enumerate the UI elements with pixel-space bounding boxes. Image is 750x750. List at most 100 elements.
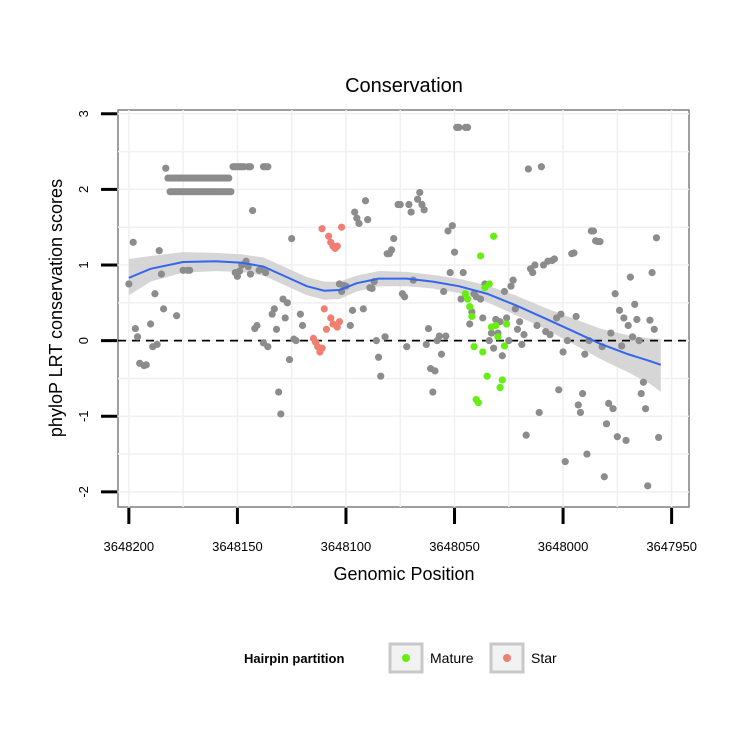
point-other <box>624 321 632 330</box>
point-other <box>186 266 194 274</box>
point-other <box>264 163 272 171</box>
x-axis-title: Genomic Position <box>333 564 474 584</box>
point-other <box>570 249 578 257</box>
point-other <box>364 216 372 224</box>
point-other <box>600 473 608 481</box>
point-other <box>655 433 663 442</box>
point-other <box>288 234 296 243</box>
point-other <box>400 293 409 301</box>
point-star <box>309 334 317 342</box>
point-other <box>579 389 587 398</box>
point-other <box>500 287 509 296</box>
point-other <box>153 340 161 349</box>
point-other <box>450 248 459 256</box>
point-other <box>524 165 532 173</box>
point-other <box>618 342 626 350</box>
point-other <box>572 312 580 321</box>
point-mature <box>492 321 500 330</box>
point-other <box>609 405 617 413</box>
point-other <box>444 227 452 235</box>
legend-swatch-mature <box>402 654 410 662</box>
point-other <box>129 238 137 246</box>
point-other <box>142 361 150 369</box>
point-other <box>420 206 428 214</box>
point-other <box>611 290 619 298</box>
point-star <box>318 225 326 233</box>
point-other <box>487 329 496 337</box>
point-other <box>159 305 168 313</box>
point-other <box>641 405 650 413</box>
point-other <box>424 324 433 333</box>
point-other <box>505 337 513 345</box>
point-mature <box>490 232 498 240</box>
x-tick-label: 3648200 <box>104 539 155 554</box>
point-other <box>613 433 621 441</box>
point-other <box>574 401 582 409</box>
point-other <box>351 208 359 216</box>
point-other <box>581 350 589 358</box>
point-other <box>440 287 448 296</box>
point-other <box>275 388 283 396</box>
chart-title: Conservation <box>345 75 463 97</box>
point-other <box>416 188 424 197</box>
point-star <box>335 318 344 326</box>
point-other <box>151 290 159 298</box>
point-other <box>479 314 487 322</box>
point-other <box>253 321 261 330</box>
point-other <box>157 270 166 278</box>
point-star <box>322 325 331 333</box>
point-other <box>635 337 643 345</box>
point-mature <box>474 399 483 407</box>
point-other <box>374 353 383 361</box>
point-other <box>146 320 155 328</box>
point-other <box>133 333 142 341</box>
point-other <box>555 386 563 394</box>
point-other <box>368 284 376 293</box>
point-other <box>431 367 439 375</box>
point-mature <box>500 342 509 350</box>
legend-title: Hairpin partition <box>244 651 344 666</box>
point-other <box>270 305 278 313</box>
point-mature <box>468 312 476 321</box>
point-other <box>561 458 569 466</box>
point-other <box>405 200 413 209</box>
point-other <box>377 372 385 380</box>
point-other <box>492 315 500 324</box>
point-star <box>333 242 341 250</box>
point-mature <box>476 252 485 260</box>
point-other <box>272 325 281 333</box>
point-other <box>264 343 272 351</box>
point-other <box>596 237 604 246</box>
y-tick-label: 3 <box>76 110 91 117</box>
point-other <box>522 431 530 439</box>
point-other <box>628 333 637 341</box>
point-other <box>131 324 139 333</box>
point-other <box>455 123 463 131</box>
point-other <box>615 306 624 314</box>
y-tick-label: -2 <box>76 486 91 498</box>
point-other <box>429 388 437 396</box>
x-tick-label: 3648050 <box>429 539 480 554</box>
point-other <box>607 329 615 337</box>
point-other <box>646 316 654 324</box>
point-other <box>557 310 565 318</box>
point-other <box>652 234 661 242</box>
point-other <box>503 314 511 322</box>
point-other <box>281 314 289 322</box>
point-other <box>407 208 415 216</box>
point-other <box>361 197 370 205</box>
point-other <box>422 340 430 349</box>
y-tick-label: 0 <box>76 337 91 344</box>
point-other <box>626 273 634 281</box>
point-other <box>533 321 541 330</box>
x-tick-label: 3647950 <box>646 539 697 554</box>
point-other <box>520 330 528 339</box>
grid-lines <box>118 110 689 507</box>
legend-label-star: Star <box>531 650 557 666</box>
y-tick-label: 2 <box>76 186 91 193</box>
point-other <box>650 325 658 333</box>
x-tick-label: 3648000 <box>538 539 589 554</box>
point-other <box>173 312 181 320</box>
point-other <box>298 321 307 330</box>
